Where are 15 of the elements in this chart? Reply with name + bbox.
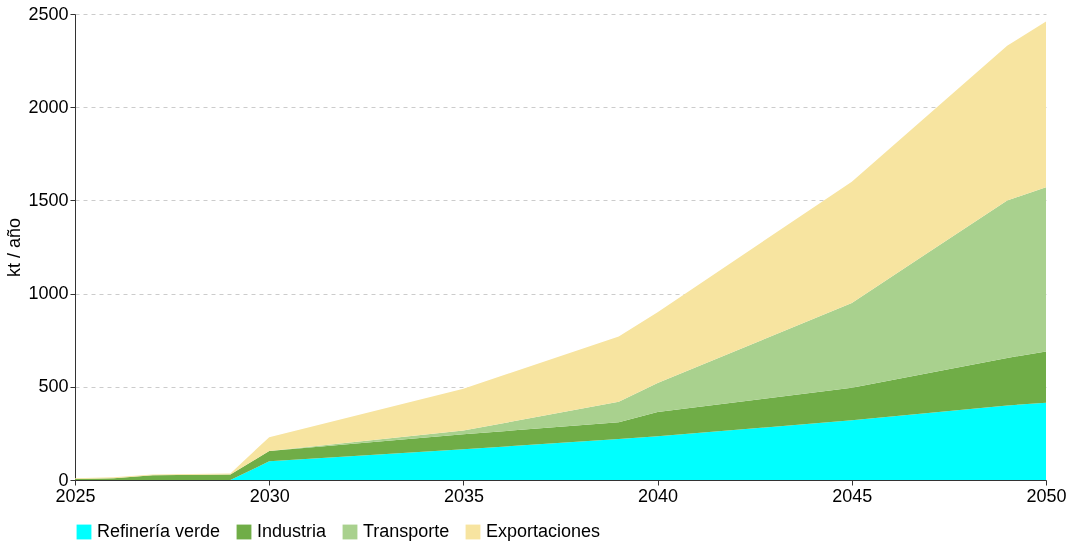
x-tick-label: 2030 [249, 485, 290, 506]
y-axis-title: kt / año [4, 217, 25, 278]
legend-label: Transporte [363, 521, 450, 541]
x-tick-label: 2050 [1026, 485, 1067, 506]
legend-label: Exportaciones [486, 521, 601, 541]
y-tick-label: 2000 [28, 96, 69, 117]
y-tick-label: 1500 [28, 189, 69, 210]
x-tick-label: 2035 [443, 485, 484, 506]
y-tick-label: 1000 [28, 283, 69, 304]
legend-label: Industria [257, 521, 328, 541]
x-tick-label: 2045 [832, 485, 873, 506]
y-tick-label: 500 [38, 376, 69, 397]
y-tick-label: 2500 [28, 3, 69, 24]
x-tick-label: 2040 [638, 485, 679, 506]
legend-label: Refinería verde [97, 521, 221, 541]
